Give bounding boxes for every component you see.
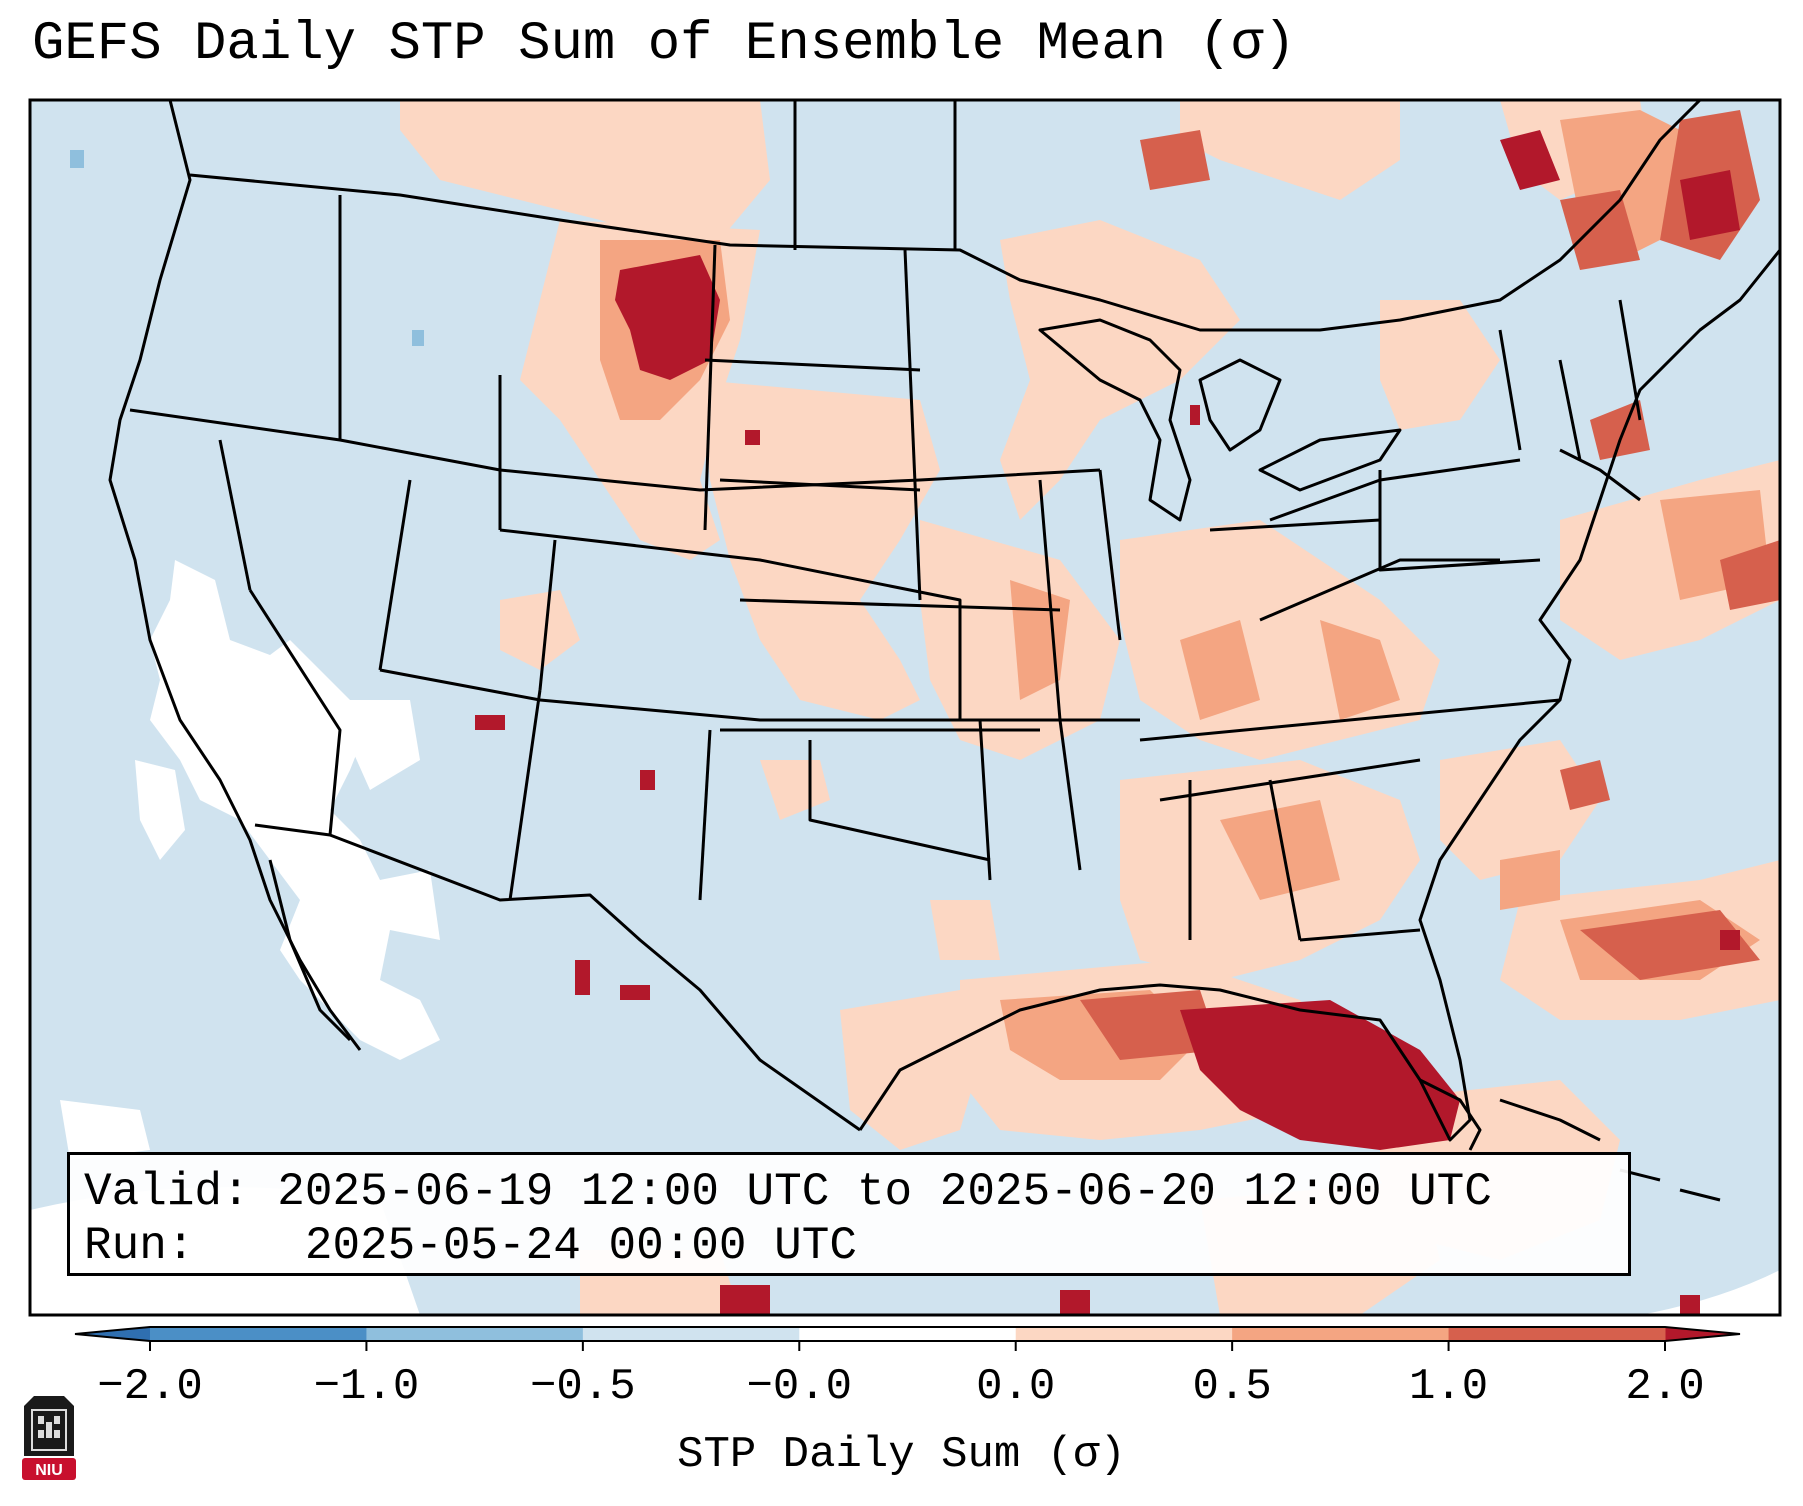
colorbar-label: STP Daily Sum (σ)	[677, 1430, 1126, 1480]
colorbar-segment	[799, 1327, 1017, 1341]
colorbar-segment	[1448, 1327, 1666, 1341]
colorbar-tick-label: 0.0	[976, 1362, 1056, 1412]
political-borders	[108, 100, 1780, 1202]
colorbar-tick-label: −1.0	[313, 1362, 420, 1412]
validity-info-box: Valid: 2025-06-19 12:00 UTC to 2025-06-2…	[67, 1152, 1631, 1276]
run-line: Run: 2025-05-24 00:00 UTC	[84, 1220, 857, 1272]
colorbar-segment	[582, 1327, 800, 1341]
colorbar-tick-label: 0.5	[1192, 1362, 1272, 1412]
stp-band-negative	[70, 150, 424, 346]
colorbar-tick-label: −0.5	[530, 1362, 636, 1412]
valid-line: Valid: 2025-06-19 12:00 UTC to 2025-06-2…	[84, 1166, 1492, 1218]
colorbar-tick-label: 1.0	[1408, 1362, 1489, 1412]
colorbar-segment	[1232, 1327, 1450, 1341]
projection-edge-right	[1640, 1270, 1780, 1315]
colorbar-segment	[150, 1327, 367, 1341]
niu-logo-icon: NIU	[22, 1396, 76, 1480]
colorbar-extend-high	[1665, 1327, 1740, 1341]
svg-text:NIU: NIU	[35, 1462, 63, 1479]
colorbar-extend-low	[75, 1327, 150, 1341]
map-title: GEFS Daily STP Sum of Ensemble Mean (σ)	[32, 14, 1296, 75]
colorbar-segment	[366, 1327, 584, 1341]
map-frame	[28, 98, 1782, 1317]
near-zero-region-southwest	[60, 560, 440, 1160]
colorbar-tick-label: −2.0	[97, 1362, 203, 1412]
colorbar-segment	[1015, 1327, 1233, 1341]
colorbar-tick-label: 2.0	[1625, 1362, 1705, 1412]
colorbar	[74, 1326, 1741, 1351]
colorbar-tick-label: −0.0	[746, 1362, 853, 1412]
